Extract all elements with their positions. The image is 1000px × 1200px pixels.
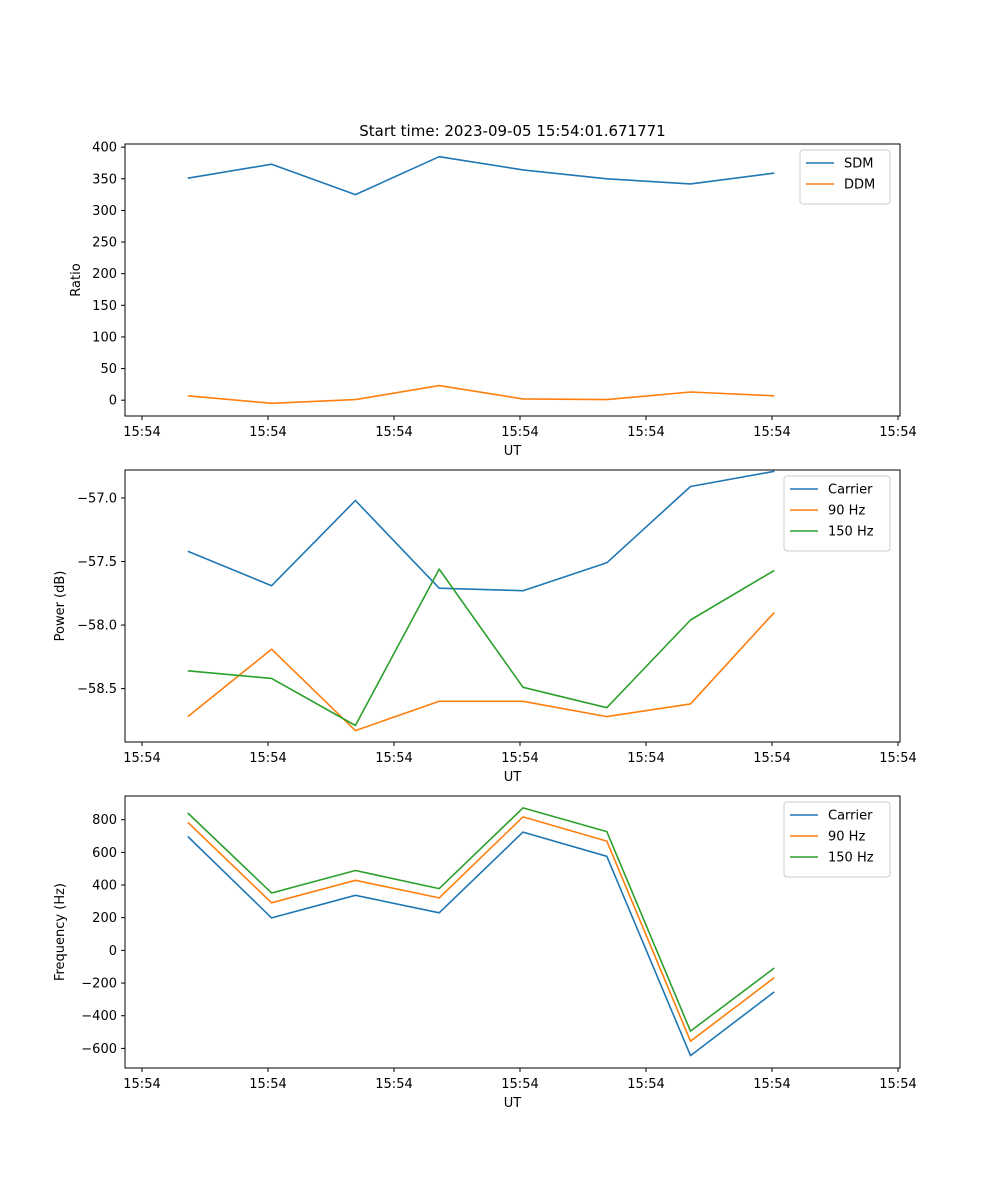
series-line-carrier [187, 831, 775, 1057]
legend: Carrier 90 Hz 150 Hz [783, 801, 891, 878]
x-tick-label: 15:54 [627, 751, 664, 766]
series-line-90-hz [187, 816, 775, 1042]
x-tick-label: 15:54 [249, 1077, 286, 1092]
x-tick-label: 15:54 [375, 751, 412, 766]
subplot-3: −600 −400 −200 0 200 400 600 800 15:54 15:54 15:54… [53, 795, 917, 1111]
x-axis-label: UT [504, 770, 522, 785]
x-axis-label: UT [504, 444, 522, 459]
y-tick-label: 250 [92, 236, 117, 251]
y-tick-label: 200 [92, 911, 117, 926]
x-tick-label: 15:54 [375, 1077, 412, 1092]
y-tick-label: 300 [92, 204, 117, 219]
x-tick-label: 15:54 [753, 425, 790, 440]
y-tick-label: 350 [92, 172, 117, 187]
legend-label: Carrier [828, 483, 873, 498]
y-tick-label: 800 [92, 813, 117, 828]
legend: SDM DDM [799, 149, 891, 205]
y-tick-label: 400 [92, 141, 117, 156]
x-tick-label: 15:54 [627, 425, 664, 440]
series-line-ddm [187, 384, 775, 405]
legend-box [783, 801, 891, 878]
axes-frame [124, 469, 901, 743]
y-tick-label: 50 [100, 362, 117, 377]
legend-label: 90 Hz [828, 504, 865, 519]
legend-label: 150 Hz [828, 525, 874, 540]
series-line-sdm [187, 155, 775, 196]
y-tick-label: 0 [109, 394, 117, 409]
y-tick-label: −400 [81, 1009, 117, 1024]
series-line-90-hz [187, 611, 775, 732]
y-axis-label: Power (dB) [53, 571, 68, 642]
x-axis-label: UT [504, 1096, 522, 1111]
y-tick-label: 0 [109, 944, 117, 959]
series-line-150-hz [187, 568, 775, 727]
x-tick-label: 15:54 [501, 751, 538, 766]
x-tick-label: 15:54 [879, 751, 916, 766]
x-tick-label: 15:54 [753, 1077, 790, 1092]
legend: Carrier 90 Hz 150 Hz [783, 475, 891, 552]
legend-label: SDM [844, 157, 873, 172]
y-tick-label: 100 [92, 330, 117, 345]
series-line-150-hz [187, 807, 775, 1032]
series-line-carrier [187, 470, 775, 592]
x-tick-label: 15:54 [753, 751, 790, 766]
x-tick-label: 15:54 [375, 425, 412, 440]
y-tick-label: −600 [81, 1042, 117, 1057]
x-tick-label: 15:54 [501, 1077, 538, 1092]
y-axis-label: Frequency (Hz) [53, 883, 68, 981]
y-tick-label: 400 [92, 879, 117, 894]
y-tick-label: 200 [92, 267, 117, 282]
subplot-1: 0 50 100 150 200 250 300 350 400 15:54 15:54 15:54 1… [69, 122, 917, 459]
x-tick-label: 15:54 [627, 1077, 664, 1092]
y-axis-label: Ratio [69, 263, 84, 296]
y-tick-label: 150 [92, 299, 117, 314]
x-tick-label: 15:54 [879, 1077, 916, 1092]
chart-title: Start time: 2023-09-05 15:54:01.671771 [359, 122, 665, 140]
y-tick-label: −58.5 [77, 682, 117, 697]
x-tick-label: 15:54 [879, 425, 916, 440]
x-tick-label: 15:54 [123, 425, 160, 440]
y-tick-label: −57.5 [77, 555, 117, 570]
x-tick-label: 15:54 [249, 751, 286, 766]
axes-frame [124, 795, 901, 1069]
legend-label: 90 Hz [828, 830, 865, 845]
x-tick-label: 15:54 [501, 425, 538, 440]
y-tick-label: −57.0 [77, 491, 117, 506]
x-tick-label: 15:54 [249, 425, 286, 440]
axes-frame [124, 143, 901, 417]
y-tick-label: 600 [92, 846, 117, 861]
legend-label: DDM [844, 178, 875, 193]
y-tick-label: −200 [81, 977, 117, 992]
legend-label: Carrier [828, 809, 873, 824]
legend-box [783, 475, 891, 552]
x-tick-label: 15:54 [123, 751, 160, 766]
y-tick-label: −58.0 [77, 619, 117, 634]
x-tick-label: 15:54 [123, 1077, 160, 1092]
subplot-2: −58.5 −58.0 −57.5 −57.0 15:54 15:54 15:54 15:54… [53, 469, 917, 785]
legend-label: 150 Hz [828, 851, 874, 866]
